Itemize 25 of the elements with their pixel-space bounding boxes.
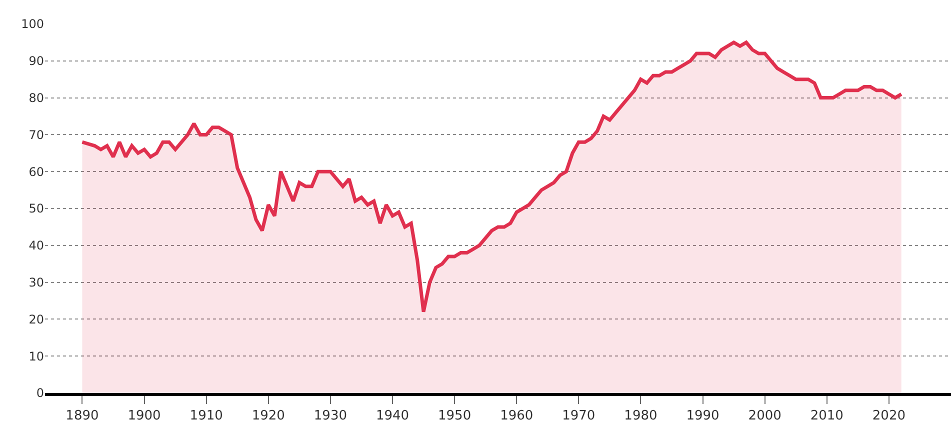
y-tick-label: 50	[28, 202, 44, 216]
y-tick-label: 60	[28, 164, 44, 179]
x-tick-label: 1990	[686, 408, 720, 424]
y-tick-label: 100	[21, 17, 44, 32]
y-tick-label: 90	[28, 54, 44, 68]
y-tick-label: 70	[28, 128, 44, 142]
y-tick-label: 80	[28, 91, 44, 105]
x-tick-label: 1960	[500, 408, 534, 424]
x-tick-label: 1980	[624, 408, 658, 424]
x-tick-label: 2000	[748, 408, 782, 424]
x-tick-label: 2010	[810, 408, 844, 424]
y-tick-label: 30	[28, 276, 44, 290]
x-tick-label: 2020	[872, 408, 906, 424]
x-tick-label: 1930	[314, 408, 347, 424]
x-tick-label: 1950	[438, 408, 472, 424]
y-tick-label: 0	[36, 386, 44, 400]
y-tick-label: 20	[28, 312, 44, 326]
x-tick-label: 1940	[376, 408, 410, 424]
x-tick-label: 1970	[562, 408, 596, 424]
x-tick-label: 1910	[190, 408, 223, 424]
y-tick-label: 40	[28, 238, 44, 253]
x-tick-label: 1890	[66, 408, 99, 424]
x-tick-label: 1900	[128, 408, 161, 424]
y-tick-label: 10	[28, 349, 44, 364]
x-tick-label: 1920	[252, 408, 285, 424]
